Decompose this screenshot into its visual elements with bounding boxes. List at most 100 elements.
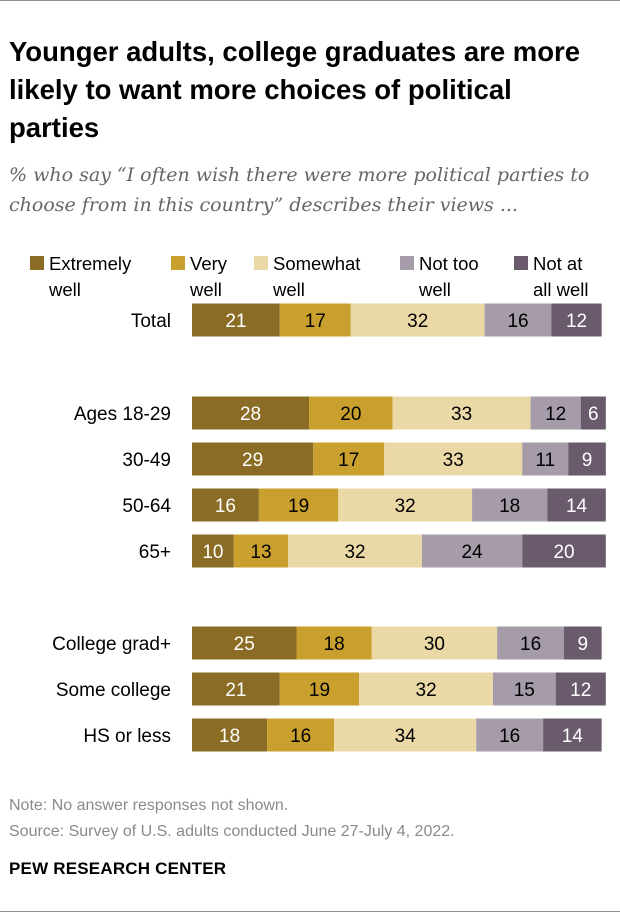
legend-label-2: Very — [190, 253, 228, 274]
bar-segment — [334, 718, 477, 752]
bar-segment — [497, 626, 565, 660]
data-label: 33 — [451, 404, 472, 425]
data-label: 16 — [507, 311, 528, 332]
data-label: 17 — [338, 450, 359, 471]
data-label: 17 — [305, 311, 326, 332]
stacked-bar-chart: Extremely well Very well Somewhat well Not too… — [30, 253, 606, 752]
bar-segment — [371, 626, 498, 660]
bar-segment — [421, 534, 523, 568]
data-label: 24 — [461, 542, 483, 563]
bar-segment — [350, 303, 485, 337]
data-label: 10 — [202, 542, 223, 563]
data-label: 33 — [443, 450, 464, 471]
category-label: College grad+ — [52, 634, 171, 655]
data-label: 25 — [234, 634, 255, 655]
bar-segment — [359, 672, 493, 706]
bar-segment — [192, 396, 310, 430]
note: Note: No answer responses not shown. — [9, 797, 289, 814]
legend-label-1: well — [48, 279, 81, 300]
bottom-rule — [0, 911, 620, 912]
legend-label-4: well — [418, 279, 451, 300]
bar-segment — [384, 442, 523, 476]
bar-segment — [392, 396, 531, 430]
data-label: 34 — [395, 726, 417, 747]
legend-swatch-4 — [400, 256, 414, 270]
data-label: 9 — [582, 450, 593, 471]
data-label: 18 — [324, 634, 345, 655]
data-label: 21 — [225, 311, 246, 332]
bar-segment — [476, 718, 544, 752]
legend-label-5: all well — [533, 279, 589, 300]
bar-segment — [192, 442, 314, 476]
data-label: 18 — [499, 496, 520, 517]
bar-segment — [288, 534, 422, 568]
bar-segment — [309, 396, 393, 430]
bar-segment — [192, 672, 280, 706]
data-label: 32 — [395, 496, 416, 517]
data-label: 9 — [578, 634, 589, 655]
bar-segment — [192, 303, 280, 337]
data-label: 20 — [553, 542, 574, 563]
data-label: 20 — [340, 404, 361, 425]
bar-segment — [279, 672, 360, 706]
data-label: 32 — [416, 680, 437, 701]
bar-segment — [233, 534, 289, 568]
data-label: 12 — [570, 680, 591, 701]
bar-segment — [313, 442, 385, 476]
data-label: 14 — [566, 496, 588, 517]
data-label: 19 — [288, 496, 309, 517]
bar-segment — [522, 442, 569, 476]
chart-title: Younger adults, college graduates are mo… — [9, 36, 581, 143]
bar-segment — [492, 672, 556, 706]
data-label: 12 — [566, 311, 587, 332]
data-label: 21 — [225, 680, 246, 701]
bar-segment — [484, 303, 552, 337]
category-label: 50-64 — [122, 496, 171, 517]
bar-segment — [555, 672, 606, 706]
data-label: 19 — [309, 680, 330, 701]
legend-label-5: Not at — [533, 253, 582, 274]
data-label: 14 — [562, 726, 584, 747]
bar-segment — [258, 488, 339, 522]
category-label: Total — [131, 311, 171, 332]
data-label: 16 — [520, 634, 541, 655]
data-label: 18 — [219, 726, 240, 747]
data-label: 29 — [242, 450, 263, 471]
source: Source: Survey of U.S. adults conducted … — [9, 823, 455, 840]
data-label: 28 — [240, 404, 261, 425]
data-label: 16 — [215, 496, 236, 517]
legend-swatch-3 — [254, 256, 268, 270]
bar-segment — [338, 488, 473, 522]
data-label: 6 — [588, 404, 599, 425]
bar-segment — [547, 488, 606, 522]
chart-subtitle: % who say “I often wish there were more … — [9, 164, 590, 216]
legend-label-3: well — [272, 279, 305, 300]
bar-segment — [267, 718, 335, 752]
bar-segment — [564, 626, 602, 660]
bar-segment — [580, 396, 606, 430]
bar-segment — [568, 442, 606, 476]
data-label: 16 — [290, 726, 311, 747]
bar-segment — [192, 626, 297, 660]
legend-swatch-5 — [514, 256, 528, 270]
category-label: Some college — [56, 680, 171, 701]
bar-segment — [543, 718, 602, 752]
brand-logo-text: PEW RESEARCH CENTER — [9, 859, 227, 878]
bar-segment — [192, 488, 259, 522]
data-label: 15 — [514, 680, 535, 701]
data-label: 16 — [499, 726, 520, 747]
category-label: Ages 18-29 — [74, 404, 171, 425]
category-label: 65+ — [139, 542, 171, 563]
category-label: 30-49 — [122, 450, 171, 471]
bar-segment — [472, 488, 548, 522]
legend-label-4: Not too — [419, 253, 479, 274]
legend-label-3: Somewhat — [273, 253, 360, 274]
bar-segment — [551, 303, 602, 337]
bar-segment — [192, 718, 268, 752]
data-label: 12 — [545, 404, 566, 425]
legend-label-2: well — [189, 279, 222, 300]
legend-label-1: Extremely — [49, 253, 132, 274]
data-label: 11 — [535, 450, 555, 471]
data-label: 30 — [424, 634, 445, 655]
bar-segment — [296, 626, 372, 660]
